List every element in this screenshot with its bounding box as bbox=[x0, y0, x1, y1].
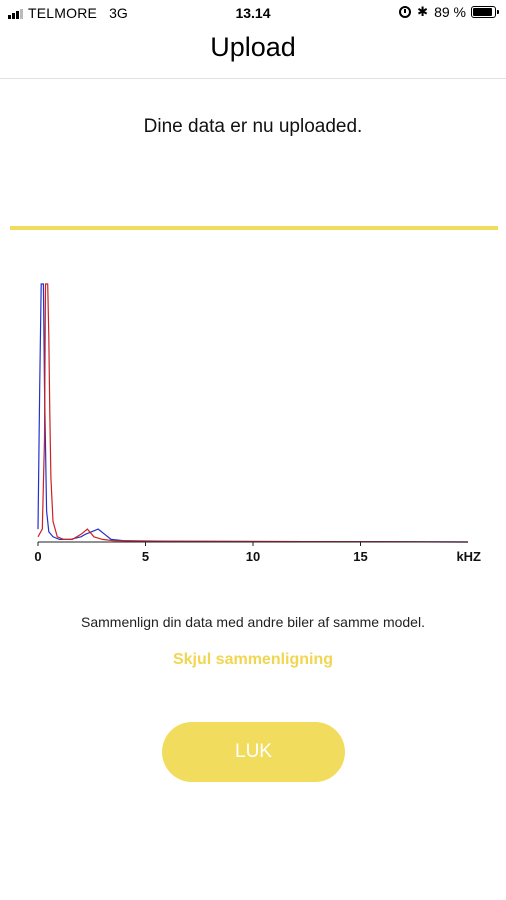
upload-progress-fill bbox=[10, 226, 498, 230]
signal-icon bbox=[8, 8, 24, 19]
battery-icon bbox=[471, 6, 499, 18]
x-axis-label: kHZ bbox=[456, 549, 481, 564]
network-type: 3G bbox=[109, 5, 128, 21]
x-tick-label: 5 bbox=[142, 549, 149, 564]
chart-series-line-1 bbox=[37, 283, 469, 543]
page-title: Upload bbox=[210, 32, 296, 62]
x-tick-label: 10 bbox=[246, 549, 260, 564]
x-tick-label: 0 bbox=[34, 549, 41, 564]
battery-fill bbox=[473, 8, 492, 16]
battery-percent: 89 % bbox=[434, 4, 466, 20]
frequency-chart: 0 5 10 15 kHZ bbox=[34, 283, 481, 564]
status-bar: TELMORE 3G 13.14 ✱ 89 % bbox=[0, 0, 506, 26]
chart-series-group bbox=[37, 283, 469, 543]
upload-message: Dine data er nu uploaded. bbox=[143, 116, 363, 137]
chart-series-line-2 bbox=[37, 283, 469, 543]
x-axis-ticks: 0 5 10 15 bbox=[34, 542, 368, 564]
x-tick-label: 15 bbox=[353, 549, 367, 564]
status-time: 13.14 bbox=[235, 5, 271, 21]
compare-description: Sammenlign din data med andre biler af s… bbox=[81, 614, 425, 630]
status-left: TELMORE 3G bbox=[8, 5, 128, 21]
status-right: ✱ 89 % bbox=[399, 4, 499, 20]
carrier-name: TELMORE bbox=[28, 5, 98, 21]
bluetooth-icon: ✱ bbox=[417, 4, 429, 20]
nav-divider bbox=[0, 78, 506, 79]
alarm-icon bbox=[399, 6, 412, 18]
upload-progress-bar bbox=[10, 226, 498, 230]
close-button[interactable]: LUK bbox=[162, 722, 345, 782]
hide-comparison-link[interactable]: Skjul sammenligning bbox=[172, 651, 334, 668]
